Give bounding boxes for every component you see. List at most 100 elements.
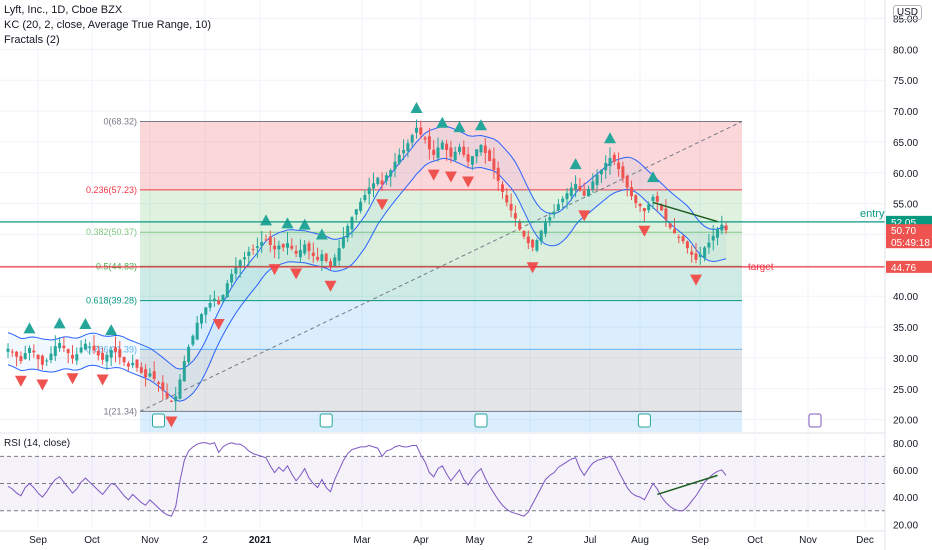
grid-lines xyxy=(0,0,885,527)
candle-body xyxy=(238,260,242,268)
price-axis-tick: 85.00 xyxy=(893,15,918,26)
candle-body xyxy=(578,186,582,191)
candle-body xyxy=(496,167,500,181)
candle-body xyxy=(174,396,178,402)
candle-body xyxy=(703,247,707,258)
kc-indicator-label[interactable]: KC (20, 2, close, Average True Range, 10… xyxy=(4,19,212,31)
fractal-down-marker xyxy=(690,274,702,286)
candle-body xyxy=(681,236,685,242)
candle-body xyxy=(354,209,358,215)
fractal-down-marker xyxy=(290,268,303,280)
candle-body xyxy=(337,248,341,261)
candle-body xyxy=(526,236,530,244)
candle-body xyxy=(711,235,715,241)
candle-body xyxy=(290,245,294,249)
candle-body xyxy=(569,187,573,197)
fractal-up-marker xyxy=(53,317,66,329)
fractal-up-marker xyxy=(105,324,118,336)
candle-body xyxy=(539,230,543,242)
time-axis-tick: Sep xyxy=(29,535,47,546)
candle-body xyxy=(419,127,423,135)
candle-body xyxy=(397,154,401,164)
candle-body xyxy=(690,251,694,255)
candle-body xyxy=(685,241,689,249)
earnings-marker xyxy=(474,413,488,428)
candle-body xyxy=(131,362,135,366)
candle-body xyxy=(501,184,504,192)
rsi-line xyxy=(7,442,727,517)
candle-body xyxy=(19,356,23,362)
candle-body xyxy=(647,204,651,211)
candle-body xyxy=(475,149,479,157)
rsi-axis-tick: 80.00 xyxy=(893,439,918,450)
candle-body xyxy=(277,245,281,250)
currency-badge[interactable]: USD xyxy=(892,5,922,20)
candle-body xyxy=(574,183,578,190)
candle-body xyxy=(329,261,332,266)
candle-body xyxy=(62,345,66,349)
candle-body xyxy=(208,303,212,308)
candle-body xyxy=(212,298,216,300)
candle-body xyxy=(96,350,100,356)
candle-body xyxy=(483,145,487,154)
price-axis-tick: 30.00 xyxy=(893,354,918,365)
price-axis-tick: 60.00 xyxy=(893,169,918,180)
rsi-axis-tick: 40.00 xyxy=(893,493,918,504)
price-label-box xyxy=(886,224,932,249)
fractal-down-marker xyxy=(36,379,49,391)
target-label: target xyxy=(748,262,774,273)
candle-body xyxy=(698,254,702,257)
candle-body xyxy=(200,314,203,324)
candle-body xyxy=(436,147,440,158)
candle-body xyxy=(66,349,70,354)
candle-body xyxy=(402,149,406,154)
candle-body xyxy=(126,363,130,367)
candle-body xyxy=(294,250,298,254)
countdown-label: 05:49:18 xyxy=(891,238,930,249)
fib-zone xyxy=(140,300,742,350)
fractal-down-marker xyxy=(376,199,389,211)
candle-body xyxy=(178,379,182,399)
time-axis-tick: Jul xyxy=(584,535,597,546)
fractal-down-marker xyxy=(638,225,651,237)
candle-body xyxy=(303,244,307,254)
fractal-down-marker xyxy=(578,210,591,222)
price-axis[interactable]: 20.0025.0030.0035.0040.0045.0050.0055.00… xyxy=(884,0,932,550)
candle-body xyxy=(668,223,672,228)
fib-zone xyxy=(140,349,742,412)
candle-body xyxy=(432,149,436,155)
earnings-marker xyxy=(637,413,651,428)
price-label-text: 52.05 xyxy=(891,218,916,229)
candle-body xyxy=(535,240,539,251)
candle-body xyxy=(182,361,186,382)
fractal-up-marker xyxy=(315,228,328,240)
candle-body xyxy=(135,359,139,368)
candle-body xyxy=(673,229,676,234)
candle-body xyxy=(630,187,633,197)
candle-body xyxy=(449,147,453,157)
candle-body xyxy=(139,367,143,373)
fractal-down-marker xyxy=(96,374,109,386)
fractal-up-marker xyxy=(23,322,36,334)
candle-body xyxy=(359,201,363,211)
candle-body xyxy=(488,150,492,162)
candle-body xyxy=(492,158,496,170)
fibonacci-retracement: 0(68.32)0.236(57.23)0.382(50.37)0.5(44.8… xyxy=(86,116,743,432)
candle-body xyxy=(49,353,53,361)
price-axis-tick: 40.00 xyxy=(893,292,918,303)
candle-body xyxy=(638,203,642,207)
candle-body xyxy=(350,217,354,230)
fib-zone xyxy=(140,121,742,190)
candle-body xyxy=(458,146,461,152)
fractal-up-marker xyxy=(436,116,449,128)
candle-body xyxy=(217,300,221,305)
chart-title: Lyft, Inc., 1D, Cboe BZX xyxy=(4,4,123,16)
fractal-up-marker xyxy=(569,158,582,170)
time-axis[interactable]: Sep Oct Nov 2 2021 Mar Apr May 2 Jul Aug Sep Oct Nov D… xyxy=(0,530,885,546)
fractal-down-marker xyxy=(427,169,440,181)
candle-body xyxy=(109,349,113,358)
fractal-up-marker xyxy=(453,121,466,133)
fractals-indicator-label[interactable]: Fractals (2) xyxy=(4,34,60,46)
rsi-axis-tick: 60.00 xyxy=(893,466,918,477)
